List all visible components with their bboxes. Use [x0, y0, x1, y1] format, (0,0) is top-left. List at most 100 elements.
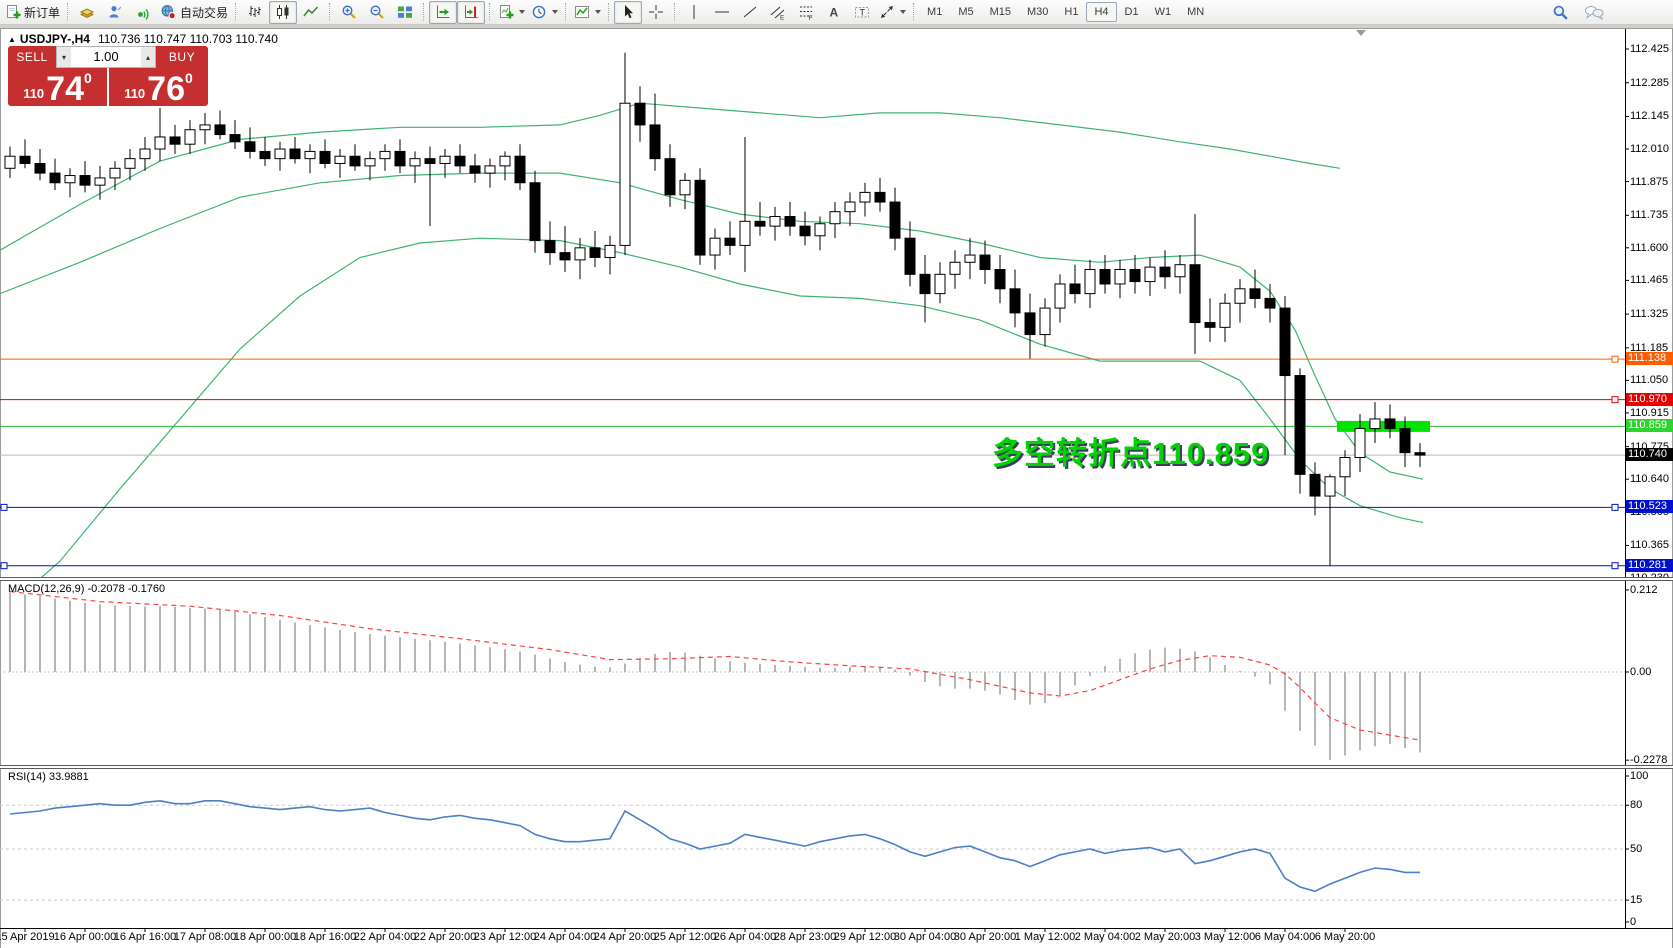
- chart-shift-button[interactable]: [457, 0, 486, 24]
- arrows-button[interactable]: [876, 1, 909, 24]
- rsi-pane-separator[interactable]: [0, 765, 1673, 769]
- price-tick-111.735: 111.735: [1630, 209, 1669, 222]
- price-marker-110.740[interactable]: 110.740: [1626, 448, 1673, 462]
- candle-70: [1054, 283, 1066, 309]
- candle-6: [94, 177, 106, 186]
- fibonacci-button[interactable]: F: [792, 1, 820, 24]
- autotrading-button[interactable]: 自动交易: [157, 1, 231, 24]
- timeframes-clock-button[interactable]: [528, 1, 561, 24]
- volume-value[interactable]: 1.00: [93, 49, 119, 64]
- trendline-button[interactable]: [736, 1, 764, 24]
- candle-62: [934, 273, 946, 295]
- chat-button[interactable]: [1580, 1, 1608, 24]
- candle-39: [589, 247, 601, 258]
- candle-18: [274, 148, 286, 160]
- cursor-button[interactable]: [614, 0, 643, 24]
- indicators-button[interactable]: [571, 1, 604, 24]
- price-marker-110.970[interactable]: 110.970: [1626, 392, 1673, 406]
- volume-increase-button[interactable]: ▴: [141, 47, 155, 67]
- collapse-arrow-icon[interactable]: ▲: [8, 35, 16, 44]
- candle-72: [1084, 269, 1096, 295]
- time-label: 6 May 04:00: [1254, 931, 1316, 943]
- pivot-zone-rect[interactable]: [1337, 420, 1430, 432]
- tf-button-D1[interactable]: D1: [1124, 6, 1139, 18]
- rsi-scale-100: 100: [1630, 770, 1649, 782]
- price-tick-111.465: 111.465: [1630, 274, 1669, 287]
- price-tick-110.640: 110.640: [1630, 473, 1669, 486]
- fibonacci-icon: F: [800, 6, 813, 20]
- time-label: 26 Apr 04:00: [713, 931, 777, 943]
- candle-86: [1294, 375, 1306, 475]
- pivot-annotation: 多空转折点110.859: [992, 436, 1270, 471]
- candle-20: [304, 150, 316, 160]
- candle-38: [574, 247, 586, 261]
- zoom-out-button[interactable]: [363, 1, 391, 24]
- rsi-scale-50: 50: [1630, 843, 1643, 855]
- crosshair-button[interactable]: [642, 1, 670, 24]
- sell-button[interactable]: SELL: [8, 46, 56, 68]
- candle-65: [979, 254, 991, 271]
- auto-scroll-button[interactable]: [429, 0, 458, 24]
- price-marker-110.281[interactable]: 110.281: [1626, 558, 1673, 572]
- tf-button-H1[interactable]: H1: [1064, 6, 1079, 18]
- price-marker-111.138[interactable]: 111.138: [1626, 352, 1673, 366]
- candle-58: [874, 191, 886, 203]
- search-button[interactable]: [1546, 1, 1574, 24]
- zoom-in-button[interactable]: [335, 1, 363, 24]
- template-icon: [500, 5, 514, 19]
- chart-header: ▲ USDJPY-,H4 110.736 110.747 110.703 110.7…: [8, 32, 278, 46]
- price-tick-111.325: 111.325: [1630, 308, 1669, 321]
- candle-91: [1369, 418, 1381, 430]
- book-button[interactable]: [73, 1, 101, 24]
- new-order-button[interactable]: 新订单: [2, 1, 63, 24]
- svg-text:T: T: [860, 8, 866, 18]
- macd-scale--0.2278: -0.2278: [1630, 754, 1668, 767]
- candlestick-chart-button[interactable]: [269, 0, 298, 24]
- chart-shift-marker-icon[interactable]: [1356, 30, 1366, 36]
- tf-button-W1[interactable]: W1: [1154, 6, 1172, 18]
- candle-46: [694, 179, 706, 256]
- buy-button[interactable]: BUY: [156, 46, 208, 68]
- price-tick-111.875: 111.875: [1630, 175, 1669, 188]
- candle-77: [1159, 266, 1171, 278]
- price-marker-110.859[interactable]: 110.859: [1626, 419, 1673, 433]
- macd-pane-separator[interactable]: [0, 577, 1673, 581]
- rsi-scale-0: 0: [1630, 916, 1637, 928]
- time-label: 16 Apr 16:00: [113, 931, 177, 943]
- label-button[interactable]: T: [848, 1, 876, 24]
- bar-chart-button[interactable]: [241, 1, 269, 24]
- price-marker-110.523[interactable]: 110.523: [1626, 500, 1673, 514]
- channel-button[interactable]: E: [764, 1, 792, 24]
- tf-button-M15[interactable]: M15: [989, 6, 1011, 18]
- tf-button-M5[interactable]: M5: [958, 6, 974, 18]
- profile-icon: [109, 6, 122, 18]
- sell-price-display[interactable]: 110 74 0: [8, 68, 109, 106]
- buy-price-display[interactable]: 110 76 0: [109, 68, 208, 106]
- svg-text:F: F: [809, 15, 813, 20]
- signal-button[interactable]: [129, 1, 157, 24]
- vertical-line-button[interactable]: [680, 1, 708, 24]
- tf-button-H4[interactable]: H4: [1086, 2, 1117, 22]
- volume-decrease-button[interactable]: ▾: [57, 47, 71, 67]
- timeframe-toolbar: M1 M5 M15 M30 H1 H4 D1 W1 MN: [919, 2, 1212, 22]
- ohlc-quotes: 110.736 110.747 110.703 110.740: [97, 32, 278, 46]
- text-button[interactable]: A: [820, 1, 848, 24]
- line-handle: [1611, 503, 1619, 511]
- horizontal-line-button[interactable]: [708, 1, 736, 24]
- time-label: 2 May 20:00: [1134, 931, 1196, 943]
- templates-button[interactable]: [495, 1, 528, 24]
- profile-button[interactable]: [101, 1, 129, 24]
- macd-scale-0.00: 0.00: [1630, 666, 1652, 678]
- tf-button-M1[interactable]: M1: [927, 6, 943, 18]
- candle-63: [949, 261, 961, 275]
- signal-icon: [138, 8, 149, 20]
- candle-34: [514, 155, 526, 184]
- line-chart-button[interactable]: [297, 1, 325, 24]
- tile-windows-button[interactable]: [391, 1, 419, 24]
- tf-button-MN[interactable]: MN: [1187, 6, 1205, 18]
- zoom-out-icon: [370, 5, 384, 19]
- dropdown-caret: [900, 10, 907, 14]
- rsi-scale-80: 80: [1630, 799, 1643, 812]
- tf-button-M30[interactable]: M30: [1027, 6, 1049, 18]
